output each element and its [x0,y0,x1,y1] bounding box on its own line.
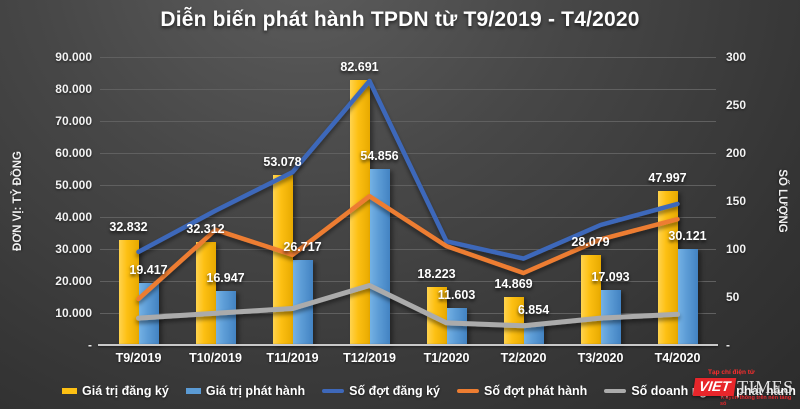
bar-value-label: 14.869 [494,277,533,292]
bar [369,169,390,345]
legend: Giá trị đăng ký Giá trị phát hành Số đợt đ… [62,384,800,398]
bar-value-label: 17.093 [591,270,630,285]
gridline [100,57,716,58]
gridline [100,217,716,218]
left-tick-label: 40.000 [55,210,92,224]
left-tick-label: 70.000 [55,114,92,128]
bar [677,248,698,345]
bar [292,259,313,345]
viettimes-logo: Tạp chí điện tử VIET TIMES Truyền thông … [692,368,796,408]
gridline [100,185,716,186]
logo-viet-badge: VIET [692,378,737,396]
left-tick-label: 10.000 [55,306,92,320]
bar [195,241,216,345]
left-tick-label: 60.000 [55,146,92,160]
bar [138,282,159,345]
legend-bar-swatch [185,388,201,394]
bar [118,239,139,345]
legend-line-swatch [457,389,479,393]
legend-line-swatch [604,389,627,393]
series-line [136,193,680,302]
gridline [100,121,716,122]
right-tick-label: 300 [726,50,747,64]
x-axis-label: T12/2019 [343,351,396,365]
bar-value-label: 30.121 [668,228,707,243]
bar [503,297,524,345]
bar-value-label: 11.603 [437,287,476,302]
logo-tagline-bottom: Truyền thông trên nền tảng số [720,395,792,408]
bar-value-label: 32.312 [186,221,225,236]
left-tick-label: 50.000 [55,178,92,192]
bar [349,80,370,345]
bar [215,290,236,345]
bar-value-label: 19.417 [129,262,168,277]
legend-label: Số đợt phát hành [484,384,588,398]
x-axis-label: T9/2019 [115,351,162,365]
bar-value-label: 53.078 [263,155,302,170]
right-tick-label: 100 [726,242,747,256]
right-tick-label: 50 [726,290,740,304]
x-axis-line [98,344,718,346]
logo-times-text: TIMES [737,376,794,397]
bar-value-label: 47.997 [648,171,687,186]
chart-title: Diễn biến phát hành TPDN từ T9/2019 - T4… [160,8,640,31]
series-line [136,78,680,261]
legend-item: Số đợt đăng ký [322,384,440,398]
x-axis-label: T4/2020 [654,351,701,365]
x-axis-label: T3/2020 [577,351,624,365]
bar-value-label: 16.947 [206,270,245,285]
gridline [100,249,716,250]
left-tick-label: 90.000 [55,50,92,64]
right-tick-label: 200 [726,146,747,160]
series-line [136,283,680,329]
right-tick-label: - [726,338,730,352]
legend-label: Giá trị phát hành [205,384,306,398]
bar-value-label: 32.832 [109,219,148,234]
legend-item: Số đợt phát hành [457,384,587,398]
bar-value-label: 54.856 [360,149,399,164]
left-tick-label: - [88,338,92,352]
left-tick-label: 80.000 [55,82,92,96]
bar-value-label: 18.223 [417,266,456,281]
bar-value-label: 26.717 [283,239,322,254]
bar [523,323,544,345]
bar [446,307,467,345]
bar-value-label: 82.691 [340,60,379,75]
legend-line-swatch [322,389,345,393]
bar-value-label: 28.079 [571,235,610,250]
x-axis-label: T1/2020 [423,351,470,365]
x-axis-label: T2/2020 [500,351,547,365]
x-axis-label: T10/2019 [189,351,242,365]
left-tick-label: 30.000 [55,242,92,256]
bar [657,191,678,345]
bar [272,175,293,345]
gridline [100,281,716,282]
bar-value-label: 6.854 [517,303,550,318]
legend-bar-swatch [62,388,77,394]
bar [580,255,601,345]
left-tick-label: 20.000 [55,274,92,288]
logo-tagline-top: Tạp chí điện tử [708,368,755,376]
legend-label: Số đợt đăng ký [349,384,440,398]
legend-item: Giá trị đăng ký [62,384,169,398]
right-tick-label: 150 [726,194,747,208]
gridline [100,89,716,90]
legend-item: Giá trị phát hành [185,384,306,398]
right-tick-label: 250 [726,98,747,112]
gridline [100,153,716,154]
gridline [100,313,716,314]
x-axis-label: T11/2019 [266,351,319,365]
legend-label: Giá trị đăng ký [82,384,169,398]
